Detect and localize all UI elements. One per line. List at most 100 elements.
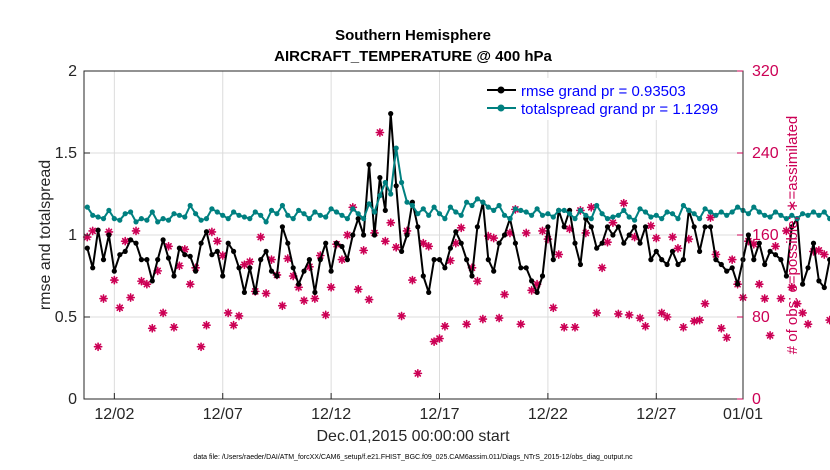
totalspread-point — [100, 216, 107, 222]
obs-point — [689, 316, 699, 326]
obs-point — [624, 310, 634, 320]
totalspread-point — [827, 216, 830, 222]
rmse-point — [149, 278, 155, 284]
obs-point — [337, 255, 347, 265]
rmse-line — [86, 112, 830, 294]
totalspread-point — [485, 204, 491, 210]
rmse-point — [268, 268, 275, 274]
totalspread-point — [621, 207, 627, 213]
rmse-point — [642, 224, 649, 230]
totalspread-point — [567, 211, 573, 217]
totalspread-point — [507, 216, 513, 222]
obs-point — [825, 315, 830, 325]
rmse-point — [420, 273, 426, 279]
obs-point — [462, 319, 472, 329]
rmse-point — [155, 257, 161, 263]
obs-point — [158, 308, 168, 318]
rmse-point — [680, 257, 687, 263]
rmse-point — [111, 268, 117, 274]
rmse-point — [171, 273, 177, 279]
obs-point — [115, 303, 125, 313]
legend-rmse-marker — [497, 86, 505, 94]
obs-point — [678, 322, 688, 332]
y-right-tick-label: 240 — [752, 145, 779, 162]
totalspread-point — [637, 206, 643, 212]
totalspread-point — [165, 217, 172, 223]
data-file-footer: data file: /Users/raeder/DAI/ATM_forcXX/… — [193, 454, 633, 461]
obs-point — [299, 296, 309, 306]
totalspread-point — [751, 204, 757, 210]
rmse-point — [306, 257, 312, 263]
totalspread-point — [382, 179, 388, 186]
totalspread-point — [436, 211, 443, 217]
totalspread-point — [209, 206, 215, 212]
totalspread-point — [453, 209, 459, 215]
obs-point — [727, 255, 737, 265]
rmse-point — [225, 240, 231, 246]
obs-point — [164, 241, 173, 251]
totalspread-point — [409, 202, 415, 209]
obs-point — [516, 319, 526, 329]
totalspread-point — [117, 217, 123, 223]
totalspread-point — [496, 202, 502, 209]
totalspread-point — [501, 212, 508, 218]
rmse-point — [182, 252, 188, 258]
obs-point — [592, 308, 602, 318]
rmse-point — [550, 257, 556, 263]
totalspread-point — [106, 207, 112, 213]
obs-point — [754, 279, 764, 289]
obs-point — [429, 337, 439, 347]
rmse-point — [735, 281, 741, 287]
rmse-point — [193, 268, 199, 274]
rmse-point — [588, 224, 594, 230]
rmse-point — [615, 224, 622, 230]
totalspread-point — [90, 212, 96, 218]
rmse-point — [577, 261, 584, 268]
rmse-point — [610, 232, 616, 238]
rmse-point — [209, 252, 215, 258]
totalspread-point — [469, 202, 475, 209]
obs-point — [391, 242, 401, 252]
totalspread-point — [160, 216, 166, 222]
x-tick-label: 01/01 — [723, 406, 763, 423]
rmse-point — [231, 248, 237, 254]
legend-totalspread-marker — [497, 104, 505, 112]
totalspread-point — [572, 216, 578, 222]
totalspread-point — [258, 212, 264, 218]
totalspread-point — [138, 216, 144, 222]
obs-point — [760, 294, 770, 303]
totalspread-point — [187, 202, 193, 209]
totalspread-point — [144, 217, 150, 223]
obs-point — [342, 230, 352, 240]
totalspread-point — [512, 206, 519, 212]
totalspread-point — [480, 199, 486, 205]
totalspread-point — [588, 216, 594, 222]
x-tick-label: 12/07 — [203, 406, 243, 423]
totalspread-point — [366, 201, 372, 207]
totalspread-point — [604, 216, 611, 222]
obs-point — [445, 256, 455, 266]
totalspread-point — [626, 214, 632, 220]
series-totalspread — [84, 145, 830, 225]
rmse-point — [800, 281, 806, 287]
totalspread-point — [599, 211, 605, 217]
rmse-point — [241, 289, 247, 295]
obs-point — [765, 331, 775, 340]
rmse-point — [106, 232, 112, 238]
totalspread-point — [296, 207, 302, 213]
obs-point — [451, 238, 461, 248]
rmse-point — [258, 257, 264, 263]
rmse-point — [474, 224, 480, 230]
totalspread-point — [534, 206, 540, 212]
rmse-point — [561, 224, 567, 230]
rmse-point — [594, 245, 600, 251]
rmse-point — [176, 245, 182, 251]
y-axis-label-right: # of obs: o=possible; ∗=assimilated — [784, 116, 801, 355]
totalspread-point — [263, 219, 269, 225]
obs-point — [651, 233, 661, 243]
obs-point — [169, 322, 179, 332]
totalspread-point — [355, 211, 361, 217]
y-tick-label: 1.5 — [55, 145, 77, 162]
rmse-point — [783, 273, 790, 279]
rmse-point — [285, 240, 291, 246]
